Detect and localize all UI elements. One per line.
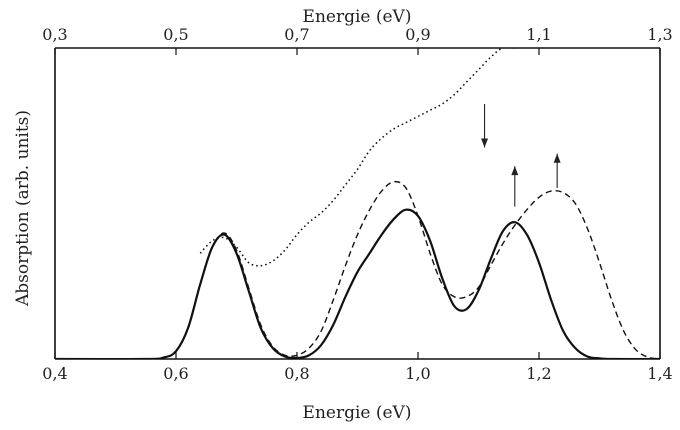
annotations <box>481 103 561 207</box>
x-top-tick-label: 0,5 <box>163 25 188 44</box>
arrow-head <box>511 166 519 176</box>
x-top-tick-label: 1,3 <box>647 25 672 44</box>
axes <box>54 47 661 360</box>
series-solid-line <box>55 208 660 359</box>
arrow-down-icon <box>481 103 489 148</box>
arrow-head <box>553 153 561 163</box>
x-tick-label: 0,4 <box>42 364 67 383</box>
arrow-head <box>481 138 489 148</box>
x-axis-title: Energie (eV) <box>303 403 412 423</box>
x-tick-label: 0,6 <box>163 364 188 383</box>
y-axis-title: Absorption (arb. units) <box>13 110 33 307</box>
ticks: 0,4 0,6 0,8 1,0 1,2 1,4 0,3 0,5 0,7 0,9 1,1 1,3 <box>42 25 672 383</box>
series-dashed-line <box>55 180 660 359</box>
series-dotted-line <box>199 48 515 267</box>
x-top-tick-label: 0,7 <box>284 25 309 44</box>
x-tick-label: 1,2 <box>526 364 551 383</box>
x-axis-top-title: Energie (eV) <box>303 7 412 27</box>
x-tick-label: 1,4 <box>647 364 672 383</box>
series-layer <box>55 48 660 359</box>
arrow-up-icon <box>511 166 519 207</box>
x-tick-label: 0,8 <box>284 364 309 383</box>
x-top-tick-label: 0,3 <box>42 25 67 44</box>
x-top-tick-label: 0,9 <box>405 25 430 44</box>
x-top-tick-label: 1,1 <box>526 25 551 44</box>
arrow-up-icon <box>553 153 561 188</box>
x-tick-label: 1,0 <box>405 364 430 383</box>
